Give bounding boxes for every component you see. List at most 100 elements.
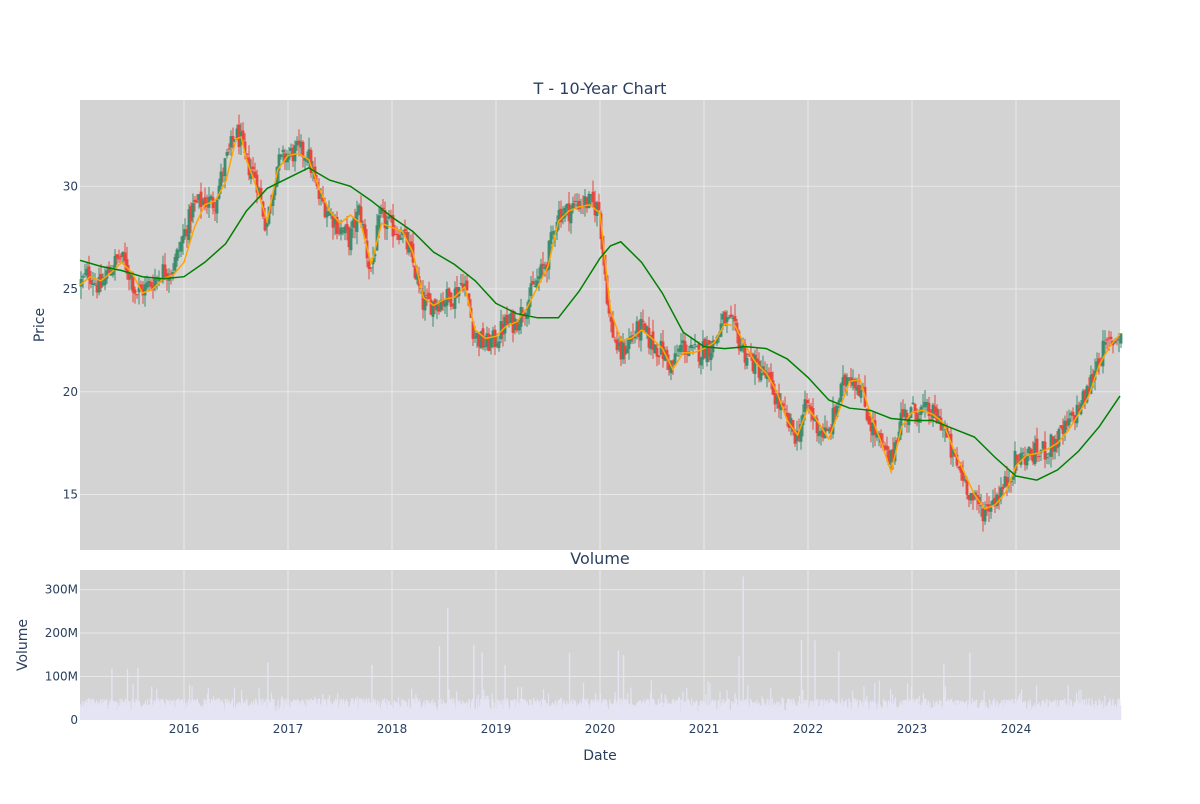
candle-up — [349, 228, 353, 251]
candle-down — [127, 273, 131, 280]
volume-bar — [707, 681, 709, 720]
volume-bar — [94, 702, 96, 720]
candle-up — [989, 507, 993, 512]
candle-up — [775, 396, 779, 404]
candle-down — [797, 430, 801, 439]
candle-down — [1061, 425, 1065, 434]
volume-bar — [1110, 701, 1112, 720]
candle-down — [751, 353, 755, 372]
candle-up — [635, 321, 639, 335]
candle-up — [453, 288, 457, 309]
volume-bar — [315, 699, 317, 720]
candle-up — [587, 193, 591, 209]
candle-down — [455, 287, 459, 297]
candle-up — [589, 194, 593, 196]
candle-up — [1045, 457, 1049, 459]
candle-down — [1035, 438, 1039, 455]
candle-down — [1083, 390, 1087, 403]
candle-down — [913, 403, 917, 414]
candle-down — [381, 207, 385, 209]
volume-bar-spike — [504, 664, 506, 720]
volume-bar — [856, 699, 858, 720]
candle-up — [479, 331, 483, 349]
candle-down — [403, 229, 407, 231]
date-axis-ticks: 2016 2017 2018 2019 2020 2021 2022 2023 2024 — [169, 722, 1032, 736]
candle-up — [379, 208, 383, 214]
candle-down — [363, 224, 367, 239]
candle-up — [727, 317, 731, 319]
date-tick-label: 2022 — [793, 722, 824, 736]
candle-up — [543, 266, 547, 269]
candle-up — [745, 357, 749, 366]
candle-down — [825, 428, 829, 431]
candle-down — [255, 174, 259, 193]
candle-up — [431, 302, 435, 317]
candle-up — [499, 321, 503, 340]
volume-bar — [624, 699, 626, 720]
candle-down — [697, 343, 701, 362]
volume-bar — [1035, 685, 1038, 720]
candle-up — [759, 372, 763, 381]
volume-bar — [662, 703, 664, 720]
candle-up — [911, 402, 915, 405]
candle-up — [575, 204, 579, 206]
candle-up — [549, 232, 553, 245]
volume-bar — [872, 700, 874, 720]
volume-bar — [617, 699, 619, 720]
volume-bar — [887, 700, 890, 720]
candle-down — [755, 358, 759, 362]
volume-bar — [408, 698, 410, 720]
candle-down — [131, 277, 135, 293]
candle-down — [1051, 436, 1055, 452]
candle-up — [817, 432, 821, 437]
candle-down — [1115, 338, 1119, 340]
candle-up — [235, 128, 239, 140]
candle-down — [1105, 339, 1109, 341]
candle-up — [1113, 340, 1117, 343]
candle-down — [309, 149, 313, 173]
candle-up — [305, 160, 309, 163]
candle-down — [429, 299, 433, 315]
volume-bar — [1075, 692, 1078, 720]
volume-bar — [913, 698, 915, 720]
candle-up — [1041, 441, 1045, 449]
candle-up — [277, 154, 281, 171]
volume-bar-spike — [481, 652, 483, 720]
candle-down — [313, 166, 317, 179]
candle-up — [435, 304, 439, 311]
candle-up — [1081, 391, 1085, 407]
candle-down — [985, 504, 989, 506]
candle-up — [105, 270, 109, 279]
volume-bar — [180, 700, 182, 720]
candle-up — [969, 493, 973, 501]
volume-bar — [499, 700, 501, 720]
candle-down — [993, 497, 997, 507]
volume-bar — [462, 702, 464, 720]
date-tick-label: 2017 — [273, 722, 304, 736]
candle-down — [337, 231, 341, 233]
candle-up — [495, 344, 499, 346]
candle-up — [179, 241, 183, 252]
candle-down — [747, 354, 751, 356]
date-axis-label: Date — [583, 748, 616, 764]
candle-up — [669, 361, 673, 374]
candle-down — [1097, 358, 1101, 365]
volume-bar-spike — [742, 576, 744, 720]
candle-down — [853, 378, 857, 389]
candle-down — [1071, 411, 1075, 416]
candle-down — [683, 340, 687, 355]
candle-up — [503, 316, 507, 334]
candle-down — [449, 292, 453, 307]
volume-bar — [208, 698, 210, 720]
volume-bar — [240, 689, 243, 720]
candle-down — [531, 280, 535, 285]
long-moving-average-line — [79, 166, 1121, 481]
volume-bar — [554, 700, 556, 720]
candle-down — [505, 314, 509, 325]
candle-down — [467, 293, 471, 306]
candle-down — [139, 284, 143, 290]
candle-up — [1119, 333, 1123, 344]
volume-bar — [884, 700, 886, 720]
volume-bars — [80, 576, 1122, 720]
candle-up — [457, 287, 461, 297]
